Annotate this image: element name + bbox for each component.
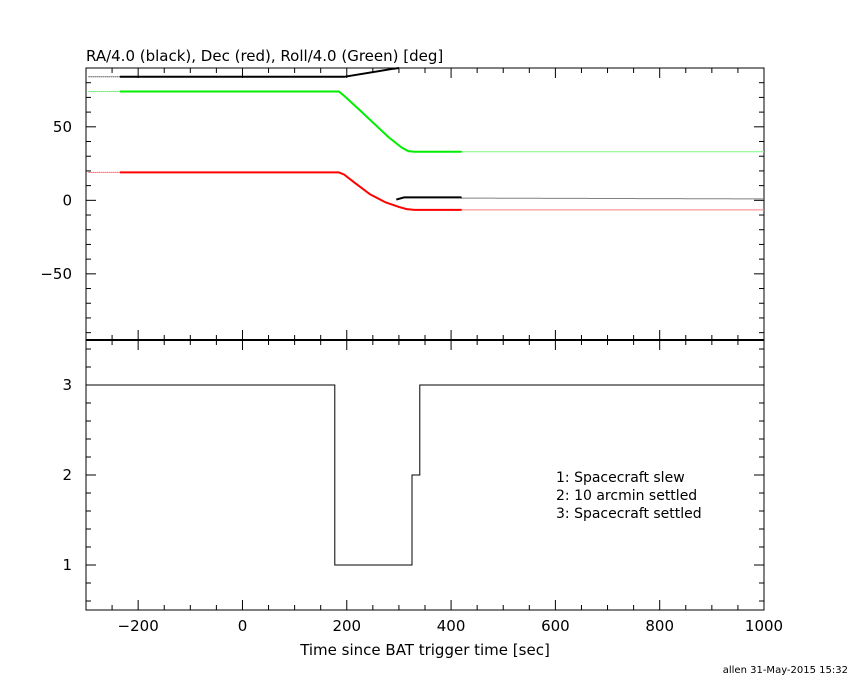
x-tick-label: 200 bbox=[332, 617, 361, 635]
y-tick-label: 0 bbox=[62, 191, 72, 209]
series-line-0 bbox=[119, 67, 400, 78]
x-tick-label: 0 bbox=[238, 617, 248, 635]
bottom-panel-series bbox=[86, 384, 764, 566]
footer-credit: allen 31-May-2015 15:32 bbox=[723, 665, 848, 676]
x-tick-label: 600 bbox=[541, 617, 570, 635]
x-tick-label: 800 bbox=[645, 617, 674, 635]
y-tick-label: 3 bbox=[62, 376, 72, 394]
y-tick-label: 50 bbox=[53, 118, 72, 136]
x-tick-label: −200 bbox=[118, 617, 159, 635]
legend-line: 3: Spacecraft settled bbox=[556, 506, 702, 522]
y-tick-label: −50 bbox=[40, 265, 72, 283]
top-panel-title: RA/4.0 (black), Dec (red), Roll/4.0 (Gre… bbox=[86, 47, 443, 65]
legend-line: 2: 10 arcmin settled bbox=[556, 488, 697, 504]
top-panel-series bbox=[88, 67, 765, 211]
series-line-2 bbox=[119, 90, 462, 153]
status-step-line bbox=[86, 384, 764, 566]
top-panel-axes: −50 0 50 bbox=[40, 67, 765, 340]
series-line-1 bbox=[119, 171, 462, 211]
series-line-0-dotted bbox=[461, 197, 765, 200]
y-tick-label: 1 bbox=[62, 556, 72, 574]
x-tick-label: 400 bbox=[437, 617, 466, 635]
bottom-panel-axes: −200 0 200 400 600 800 1000 1 2 3 bbox=[62, 340, 783, 635]
x-tick-label: 1000 bbox=[745, 617, 783, 635]
top-panel-frame bbox=[85, 67, 765, 341]
legend-line: 1: Spacecraft slew bbox=[556, 470, 685, 486]
series-line-0 bbox=[396, 196, 462, 201]
status-legend: 1: Spacecraft slew 2: 10 arcmin settled 3:… bbox=[556, 470, 702, 522]
y-tick-label: 2 bbox=[62, 466, 72, 484]
x-axis-label: Time since BAT trigger time [sec] bbox=[299, 641, 550, 659]
